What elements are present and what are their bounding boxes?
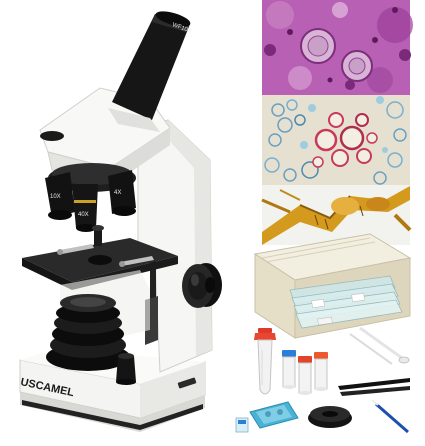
vial-red [298, 356, 312, 395]
inset-insect-leg [261, 185, 412, 245]
vial-blue [282, 350, 296, 389]
objective-lens-10x: 10X [45, 172, 75, 220]
prepared-slides [289, 275, 403, 329]
objective-label-4x: 4X [114, 190, 121, 196]
pipette [349, 326, 410, 365]
light-collector [46, 294, 130, 371]
inset-stained-tissue [262, 0, 413, 95]
cover-slips [235, 417, 249, 433]
phone-adapter [308, 406, 352, 428]
objective-label-40x: 40X [78, 212, 89, 218]
brightness-knob [116, 353, 136, 385]
objective-label-10x: 10X [50, 194, 61, 200]
focus-knob [182, 263, 222, 308]
inset-plant-stem [262, 95, 410, 185]
objective-lens-4x: 4X [108, 170, 136, 216]
objective-lens-40x: 40X [72, 184, 98, 232]
sample-tube [254, 328, 276, 395]
microscope: WF10X 10X 40X 4X [19, 11, 222, 432]
microscope-head: WF10X [39, 11, 192, 186]
tweezers [338, 378, 410, 396]
vial-orange [314, 352, 328, 391]
petri-dish [249, 401, 299, 429]
inset-image-panel [261, 0, 413, 245]
lens-brush [371, 399, 409, 434]
